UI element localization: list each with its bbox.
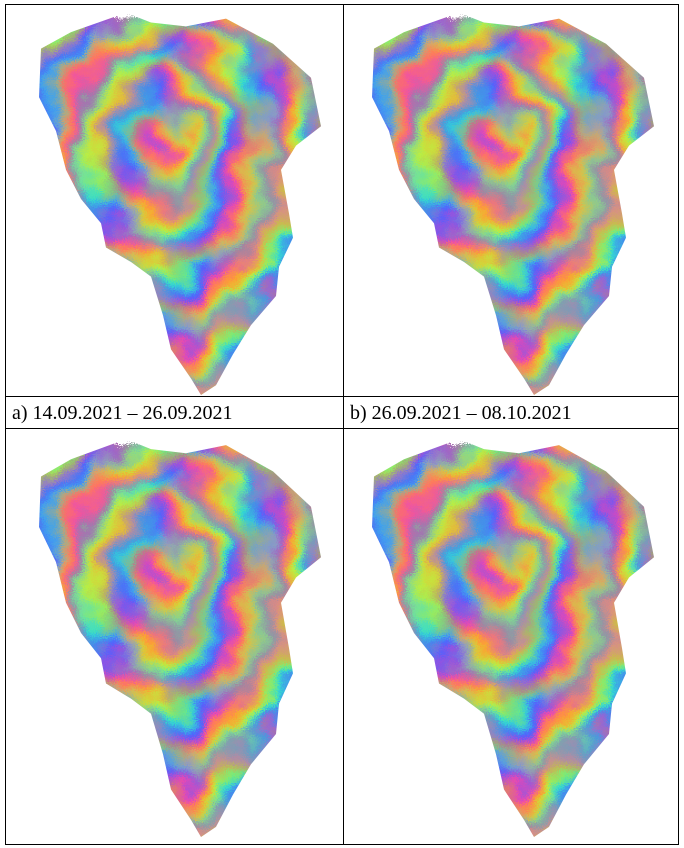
interferogram (6, 5, 343, 396)
interferogram (344, 5, 678, 396)
image-cell (343, 4, 679, 397)
image-cell (5, 4, 344, 397)
figure-table: a) 14.09.2021 – 26.09.2021 b) 26.09.2021… (5, 4, 679, 845)
interferogram (344, 429, 678, 844)
interferogram (6, 429, 343, 844)
image-cell (343, 428, 679, 845)
image-cell (5, 428, 344, 845)
page: {"cells": [{"caption": "a) 14.09.2021 – … (0, 0, 684, 848)
caption: a) 14.09.2021 – 26.09.2021 (5, 396, 344, 429)
caption: b) 26.09.2021 – 08.10.2021 (343, 396, 679, 429)
